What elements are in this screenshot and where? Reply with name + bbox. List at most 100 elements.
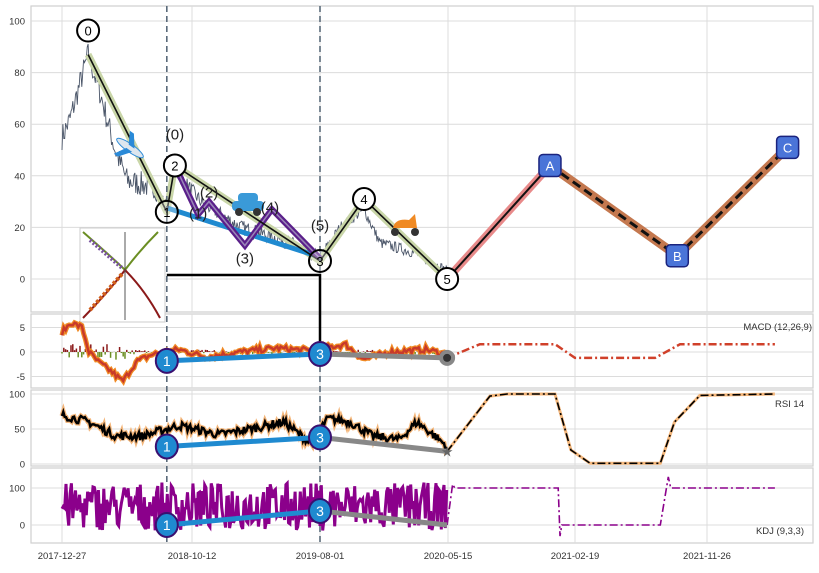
main-y-tick-label: 100	[9, 17, 25, 28]
scooter-icon	[391, 214, 419, 236]
kdj-panel-label: KDJ (9,3,3)	[756, 526, 804, 537]
macd-trend-line	[166, 351, 321, 364]
x-tick-label: 2020-05-15	[424, 551, 473, 562]
forecast-box	[538, 153, 562, 178]
x-tick-label: 2021-11-26	[683, 551, 731, 562]
scooter-wheel	[411, 228, 419, 236]
forecast-label: A	[546, 158, 555, 173]
macd-point-circle	[154, 347, 179, 374]
x-tick-label: 2018-10-12	[168, 551, 217, 562]
wave-marker-4: 4	[352, 187, 376, 212]
wave-circle	[76, 18, 101, 43]
macd-point-label: 1	[163, 353, 171, 369]
wave-label: 2	[171, 158, 178, 173]
car-wheel	[235, 208, 243, 216]
wave-marker-5: 5	[435, 267, 460, 291]
kdj-point-label: 3	[316, 503, 324, 519]
wave-label: 3	[316, 254, 323, 269]
car-roof	[238, 193, 258, 203]
kdj-point-label: 1	[163, 517, 171, 533]
rsi-point-label: 3	[316, 429, 324, 445]
kdj-y-tick-label: 0	[20, 521, 25, 532]
macd-forecast-line	[446, 342, 775, 360]
forecast-marker-B: B	[665, 244, 690, 268]
main-y-tick-label: 20	[14, 223, 25, 234]
macd-point-label: 3	[316, 346, 324, 362]
wave-circle	[435, 267, 460, 291]
wave-label: 1	[163, 205, 170, 220]
forecast-marker-C: C	[775, 135, 800, 160]
wave-marker-3: 3	[308, 248, 332, 273]
rsi-point-circle	[308, 424, 332, 451]
main-y-tick-label: 0	[20, 275, 25, 286]
main-y-tick-label: 40	[14, 171, 25, 182]
x-tick-label: 2017-12-27	[38, 551, 87, 562]
sub-wave-label: (1)	[189, 206, 207, 223]
kdj-point-circle	[154, 512, 179, 538]
x-tick-label: 2021-02-19	[551, 551, 600, 562]
wave-label: 0	[84, 24, 91, 39]
macd-panel-label: MACD (12,26,9)	[743, 322, 812, 333]
sub-wave-label: (0)	[166, 126, 184, 143]
forecast-box	[665, 244, 690, 268]
rsi-forecast-line	[446, 393, 775, 465]
wave-marker-2: 2	[162, 153, 187, 178]
car-icon	[232, 193, 264, 216]
inset-image	[79, 227, 166, 323]
forecast-marker-A: A	[538, 153, 562, 178]
macd-point-circle	[308, 340, 332, 367]
connector-line	[166, 273, 322, 352]
forecast-box	[775, 135, 800, 160]
macd-end-dot	[439, 349, 456, 366]
rsi-line	[60, 407, 448, 453]
main-y-tick-label: 60	[14, 120, 25, 131]
wave-label: 4	[360, 192, 367, 207]
main-y-tick-label: 80	[14, 68, 25, 79]
x-tick-label: 2019-08-01	[296, 551, 345, 562]
scooter-wheel	[391, 228, 399, 236]
kdj-forecast-line	[446, 476, 775, 537]
price-line	[61, 43, 448, 274]
sub-wave-inner	[174, 165, 321, 259]
rsi-point-circle	[154, 433, 179, 460]
trend-line-1-3	[166, 205, 321, 260]
wave-circle	[154, 199, 179, 224]
inset-markers	[88, 238, 124, 270]
macd-projection-line	[319, 351, 448, 361]
rsi-projection-line	[319, 434, 448, 454]
kdj-trend-line	[166, 508, 321, 528]
rsi-panel-label: RSI 14	[775, 399, 804, 410]
macd-y-tick-label: -5	[17, 372, 25, 383]
forecast-label: B	[673, 249, 682, 264]
macd-y-tick-label: 5	[20, 323, 25, 334]
rsi-y-tick-label: 100	[9, 390, 25, 401]
rsi-trend-line	[166, 434, 321, 449]
wave-label: 5	[443, 272, 450, 287]
kdj-projection-line	[319, 508, 448, 528]
macd-y-tick-label: 0	[20, 348, 25, 359]
kdj-y-tick-label: 100	[9, 484, 25, 495]
wave-circle	[162, 153, 187, 178]
sub-wave-label: (2)	[200, 185, 218, 202]
wave-circle	[308, 248, 332, 273]
airplane-wings	[113, 130, 135, 157]
wave-line	[87, 54, 448, 280]
sub-wave-label: (5)	[311, 217, 329, 234]
forecast-wave-a-core	[446, 164, 551, 280]
scooter-body	[393, 214, 417, 228]
rsi-end-star: ★	[441, 443, 454, 459]
wave-marker-0: 0	[76, 18, 101, 43]
kdj-point-circle	[308, 497, 332, 524]
rsi-point-label: 1	[163, 439, 171, 455]
rsi-y-tick-label: 50	[14, 425, 25, 436]
sub-wave-label: (3)	[236, 250, 254, 267]
forecast-label: C	[783, 140, 792, 155]
wave-marker-1: 1	[154, 199, 179, 224]
sub-wave-label: (4)	[261, 199, 279, 216]
airplane-icon	[113, 130, 144, 159]
rsi-y-tick-label: 0	[20, 460, 25, 471]
wave-circle	[352, 187, 376, 212]
car-wheel	[253, 208, 261, 216]
inset-markers	[88, 272, 124, 312]
